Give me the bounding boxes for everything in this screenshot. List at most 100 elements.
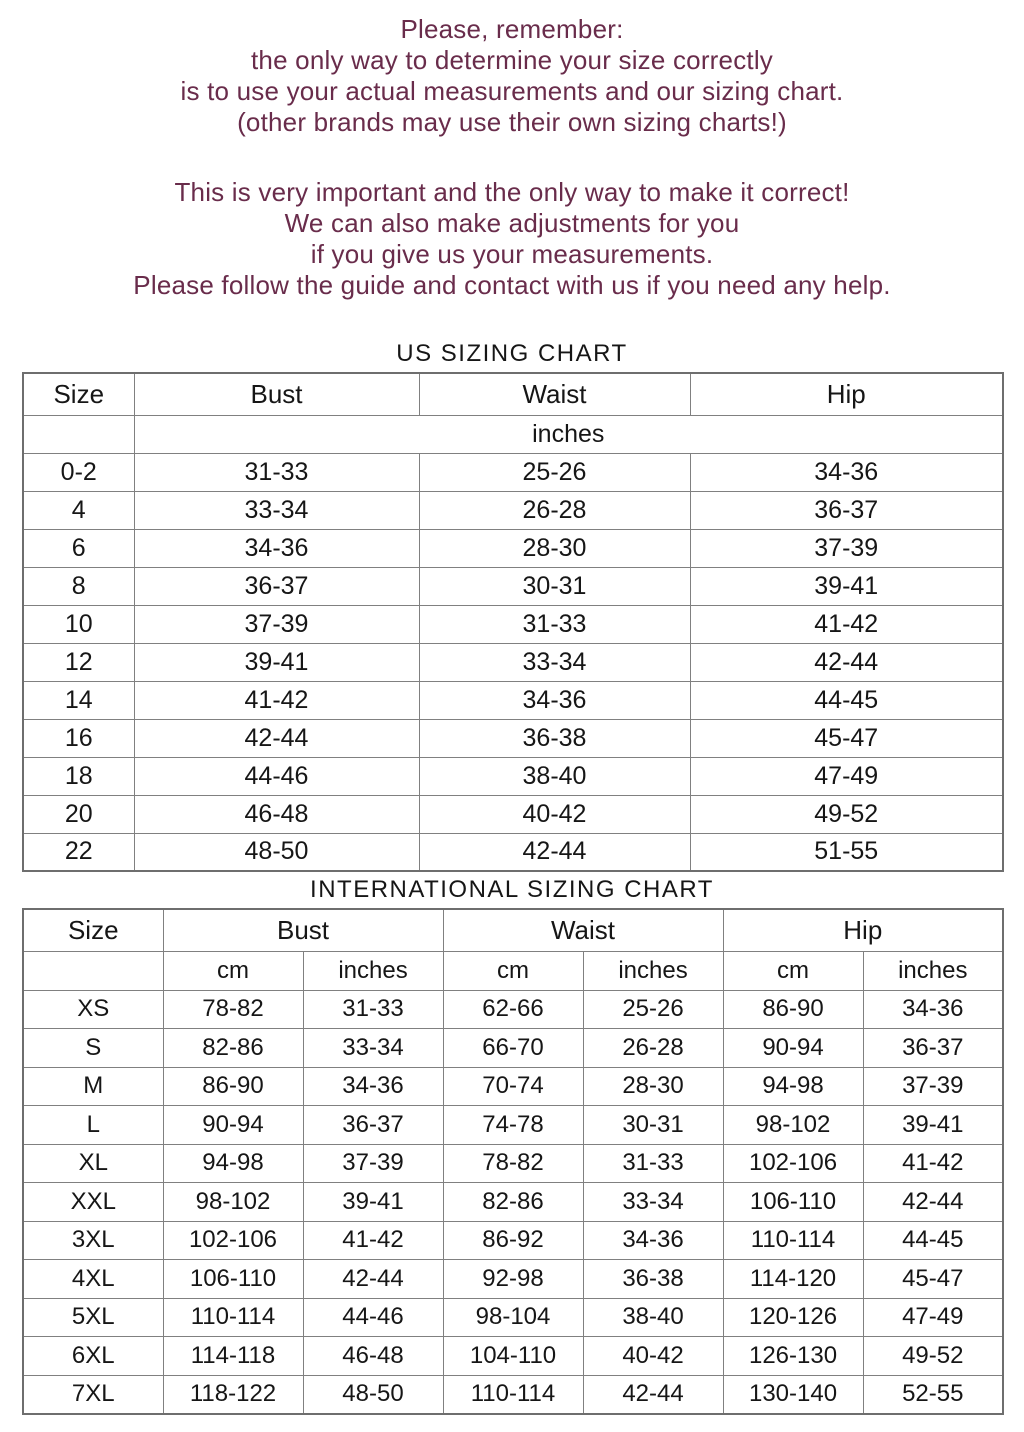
measurement-cell: 28-30 [418,528,691,568]
measurement-cell: 82-86 [162,1028,304,1068]
us-header-row: Size Bust Waist Hip [22,372,1004,416]
measurement-cell: 114-118 [162,1336,304,1376]
measurement-cell: 36-37 [862,1028,1004,1068]
table-row: 4XL 106-110 42-44 92-98 36-38 114-120 45-47 [22,1259,1004,1299]
unit-header-hip-inches: inches [862,950,1004,991]
unit-header-bust-inches: inches [302,950,444,991]
intro-note-secondary: This is very important and the only way … [0,177,1024,301]
measurement-cell: 98-102 [722,1105,864,1145]
measurement-cell: 86-90 [722,989,864,1029]
measurement-cell: 38-40 [582,1297,724,1337]
table-row: L 90-94 36-37 74-78 30-31 98-102 39-41 [22,1105,1004,1145]
intro-line: This is very important and the only way … [174,177,850,207]
measurement-cell: 130-140 [722,1374,864,1414]
measurement-cell: 34-36 [862,989,1004,1029]
intl-table-body: XS 78-82 31-33 62-66 25-26 86-90 34-36 S 82-86 33… [22,989,1004,1414]
measurement-cell: 42-44 [302,1259,444,1299]
measurement-cell: 30-31 [582,1105,724,1145]
measurement-cell: 37-39 [862,1066,1004,1106]
measurement-cell: 78-82 [442,1143,584,1183]
measurement-cell: 26-28 [418,490,691,530]
intro-line: (other brands may use their own sizing c… [237,107,787,137]
table-row: S 82-86 33-34 66-70 26-28 90-94 36-37 [22,1028,1004,1068]
measurement-cell: 94-98 [722,1066,864,1106]
measurement-cell: 41-42 [862,1143,1004,1183]
size-cell: 18 [22,756,135,796]
size-cell: XS [22,989,164,1029]
size-cell: 22 [22,832,135,872]
measurement-cell: 41-42 [689,604,1004,644]
table-row: XL 94-98 37-39 78-82 31-33 102-106 41-42 [22,1143,1004,1183]
measurement-cell: 90-94 [722,1028,864,1068]
measurement-cell: 98-102 [162,1182,304,1222]
measurement-cell: 114-120 [722,1259,864,1299]
measurement-cell: 30-31 [418,566,691,606]
measurement-cell: 40-42 [582,1336,724,1376]
measurement-cell: 38-40 [418,756,691,796]
intl-table-header: Size Bust Waist Hip cm inches cm inches … [22,908,1004,991]
measurement-cell: 37-39 [302,1143,444,1183]
table-row: 8 36-37 30-31 39-41 [22,566,1004,606]
intro-line: We can also make adjustments for you [284,208,740,238]
table-row: 4 33-34 26-28 36-37 [22,490,1004,530]
measurement-cell: 34-36 [582,1220,724,1260]
empty-cell [22,950,164,991]
measurement-cell: 41-42 [302,1220,444,1260]
measurement-cell: 31-33 [302,989,444,1029]
measurement-cell: 36-38 [582,1259,724,1299]
measurement-cell: 34-36 [689,452,1004,492]
size-cell: 7XL [22,1374,164,1414]
us-sizing-table: Size Bust Waist Hip inches 0-2 31-33 25-26… [22,372,1004,872]
size-cell: 10 [22,604,135,644]
measurement-cell: 106-110 [162,1259,304,1299]
measurement-cell: 42-44 [862,1182,1004,1222]
measurement-cell: 86-90 [162,1066,304,1106]
measurement-cell: 36-37 [302,1105,444,1145]
measurement-cell: 90-94 [162,1105,304,1145]
size-cell: 0-2 [22,452,135,492]
intro-line: Please, remember: [400,14,624,44]
measurement-cell: 39-41 [302,1182,444,1222]
measurement-cell: 102-106 [722,1143,864,1183]
table-row: XS 78-82 31-33 62-66 25-26 86-90 34-36 [22,989,1004,1029]
measurement-cell: 39-41 [689,566,1004,606]
table-row: 5XL 110-114 44-46 98-104 38-40 120-126 47-49 [22,1297,1004,1337]
measurement-cell: 102-106 [162,1220,304,1260]
measurement-cell: 82-86 [442,1182,584,1222]
size-cell: 14 [22,680,135,720]
table-row: M 86-90 34-36 70-74 28-30 94-98 37-39 [22,1066,1004,1106]
measurement-cell: 26-28 [582,1028,724,1068]
table-row: 18 44-46 38-40 47-49 [22,756,1004,796]
measurement-cell: 118-122 [162,1374,304,1414]
intl-unit-row: cm inches cm inches cm inches [22,950,1004,991]
measurement-cell: 66-70 [442,1028,584,1068]
table-row: 10 37-39 31-33 41-42 [22,604,1004,644]
column-header-size: Size [22,908,164,952]
table-row: 16 42-44 36-38 45-47 [22,718,1004,758]
size-cell: 8 [22,566,135,606]
intl-chart-title: INTERNATIONAL SIZING CHART [310,876,714,903]
column-header-bust: Bust [162,908,444,952]
measurement-cell: 37-39 [689,528,1004,568]
measurement-cell: 46-48 [302,1336,444,1376]
size-cell: 4XL [22,1259,164,1299]
measurement-cell: 34-36 [133,528,420,568]
size-cell: 16 [22,718,135,758]
measurement-cell: 31-33 [582,1143,724,1183]
measurement-cell: 37-39 [133,604,420,644]
table-row: 12 39-41 33-34 42-44 [22,642,1004,682]
us-chart-title: US SIZING CHART [396,340,628,367]
measurement-cell: 51-55 [689,832,1004,872]
size-cell: 6 [22,528,135,568]
measurement-cell: 48-50 [133,832,420,872]
column-header-size: Size [22,372,135,416]
measurement-cell: 39-41 [862,1105,1004,1145]
table-row: 20 46-48 40-42 49-52 [22,794,1004,834]
measurement-cell: 126-130 [722,1336,864,1376]
table-row: 0-2 31-33 25-26 34-36 [22,452,1004,492]
measurement-cell: 42-44 [418,832,691,872]
measurement-cell: 110-114 [722,1220,864,1260]
measurement-cell: 48-50 [302,1374,444,1414]
measurement-cell: 33-34 [133,490,420,530]
measurement-cell: 78-82 [162,989,304,1029]
